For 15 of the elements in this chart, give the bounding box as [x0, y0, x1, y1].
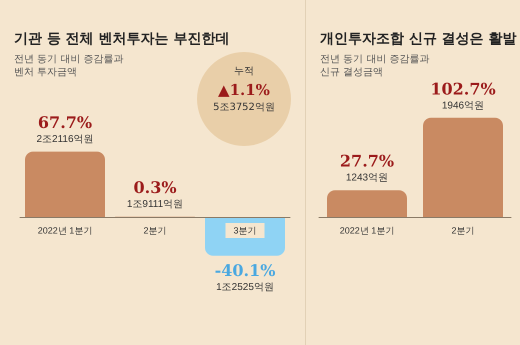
x-tick-label: 2022년 1분기 [38, 226, 92, 236]
data-label: 27.7% 1243억원 [340, 152, 394, 184]
x-tick-label: 2분기 [451, 226, 475, 236]
chart-subtitle: 전년 동기 대비 증감률과 신규 결성금액 [320, 53, 430, 79]
chart-title: 개인투자조합 신규 결성은 활발 [320, 30, 517, 48]
data-label: 67.7% 2조2116억원 [36, 113, 94, 146]
data-label: 0.3% 1조9111억원 [126, 178, 184, 210]
x-tick-label: 3분기 [233, 226, 257, 236]
text: 누적 ▲1.1% 5조3752억원 [212, 65, 276, 115]
data-label: 102.7% 1946억원 [430, 79, 496, 112]
chart-subtitle: 전년 동기 대비 증감률과 벤처 투자금액 [14, 53, 124, 79]
x-tick-label: 2분기 [143, 226, 167, 236]
data-label: -40.1% 1조2525억원 [214, 261, 276, 294]
x-tick-label: 2022년 1분기 [340, 226, 394, 236]
chart-title: 기관 등 전체 벤처투자는 부진한데 [14, 30, 230, 48]
